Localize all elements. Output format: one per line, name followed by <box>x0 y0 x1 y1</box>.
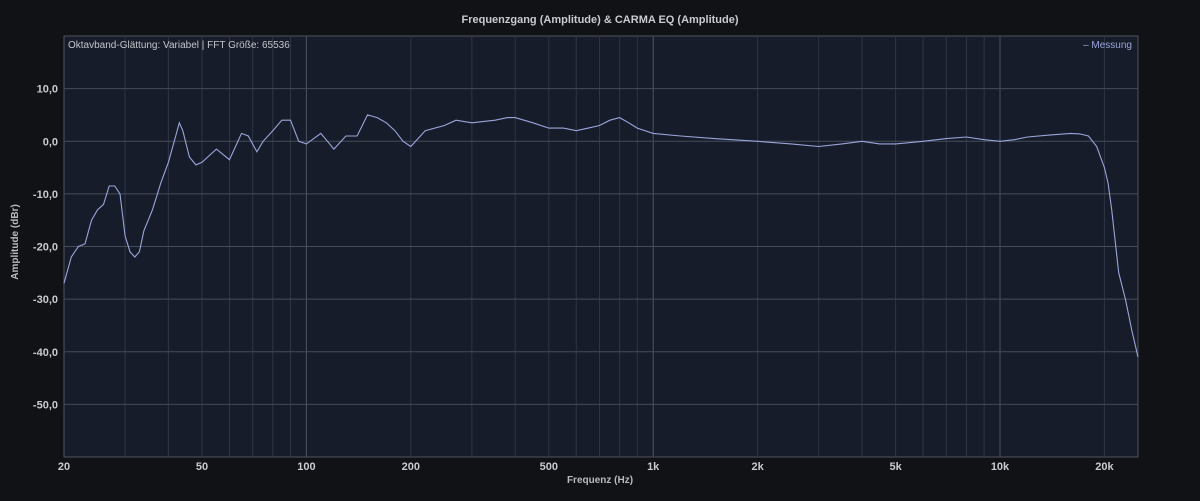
x-tick-label: 100 <box>297 461 315 473</box>
x-tick-label: 20k <box>1095 461 1114 473</box>
y-tick-label: -40,0 <box>33 347 58 359</box>
x-tick-label: 1k <box>647 461 660 473</box>
x-axis-ticks: 20 50 100 200 500 1k 2k 5k 10k 20k <box>58 461 1115 473</box>
x-tick-label: 500 <box>540 461 558 473</box>
chart-subtitle: Oktavband-Glättung: Variabel | FFT Größe… <box>68 40 290 51</box>
x-tick-label: 5k <box>889 461 902 473</box>
y-tick-label: 0,0 <box>43 136 58 148</box>
y-tick-label: -30,0 <box>33 294 58 306</box>
y-tick-label: -10,0 <box>33 189 58 201</box>
x-tick-label: 10k <box>991 461 1010 473</box>
y-axis-ticks: 10,0 0,0 -10,0 -20,0 -30,0 -40,0 -50,0 <box>33 84 58 412</box>
y-tick-label: -20,0 <box>33 242 58 254</box>
legend-item-messung[interactable]: – Messung <box>1083 40 1132 51</box>
x-tick-label: 20 <box>58 461 70 473</box>
y-axis-label: Amplitude (dBr) <box>10 204 21 280</box>
legend[interactable]: – Messung <box>1083 40 1132 51</box>
x-tick-label: 50 <box>196 461 208 473</box>
y-tick-label: -50,0 <box>33 399 58 411</box>
grid-major <box>64 36 1138 457</box>
y-tick-label: 10,0 <box>37 84 58 96</box>
x-tick-label: 2k <box>751 461 764 473</box>
x-tick-label: 200 <box>402 461 420 473</box>
chart-title: Frequenzgang (Amplitude) & CARMA EQ (Amp… <box>461 14 738 26</box>
x-axis-label: Frequenz (Hz) <box>567 475 633 486</box>
series-line-messung <box>63 114 1139 358</box>
